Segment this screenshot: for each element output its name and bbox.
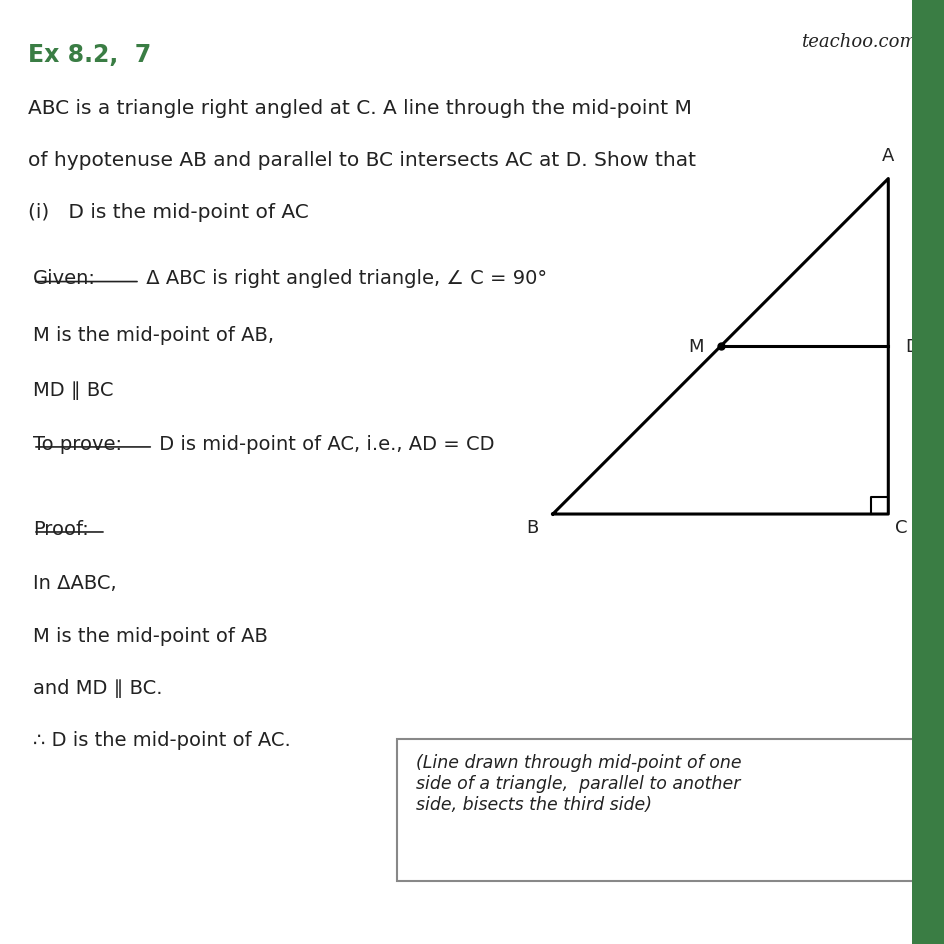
- Text: Proof:: Proof:: [33, 519, 89, 538]
- Text: A: A: [881, 147, 894, 165]
- Text: (i)   D is the mid-point of AC: (i) D is the mid-point of AC: [28, 203, 309, 222]
- Text: To prove:: To prove:: [33, 434, 122, 453]
- Bar: [911, 0, 944, 944]
- FancyBboxPatch shape: [396, 739, 920, 881]
- Text: Δ ABC is right angled triangle, ∠ C = 90°: Δ ABC is right angled triangle, ∠ C = 90…: [140, 269, 547, 288]
- Text: Given:: Given:: [33, 269, 96, 288]
- Text: D: D: [904, 338, 919, 356]
- Text: C: C: [894, 519, 907, 537]
- Text: B: B: [526, 519, 538, 537]
- Text: (Line drawn through mid-point of one
side of a triangle,  parallel to another
si: (Line drawn through mid-point of one sid…: [415, 753, 741, 813]
- Text: ABC is a triangle right angled at C. A line through the mid-point M: ABC is a triangle right angled at C. A l…: [28, 99, 692, 118]
- Text: Ex 8.2,  7: Ex 8.2, 7: [28, 42, 151, 66]
- Text: MD ∥ BC: MD ∥ BC: [33, 380, 113, 399]
- Text: M is the mid-point of AB: M is the mid-point of AB: [33, 626, 268, 645]
- Text: M is the mid-point of AB,: M is the mid-point of AB,: [33, 326, 274, 345]
- Text: In ΔABC,: In ΔABC,: [33, 573, 116, 592]
- Text: and MD ∥ BC.: and MD ∥ BC.: [33, 678, 162, 697]
- Text: teachoo.com: teachoo.com: [801, 33, 916, 51]
- Text: of hypotenuse AB and parallel to BC intersects AC at D. Show that: of hypotenuse AB and parallel to BC inte…: [28, 151, 696, 170]
- Text: M: M: [687, 338, 702, 356]
- Text: ∴ D is the mid-point of AC.: ∴ D is the mid-point of AC.: [33, 731, 291, 750]
- Text: D is mid-point of AC, i.e., AD = CD: D is mid-point of AC, i.e., AD = CD: [153, 434, 494, 453]
